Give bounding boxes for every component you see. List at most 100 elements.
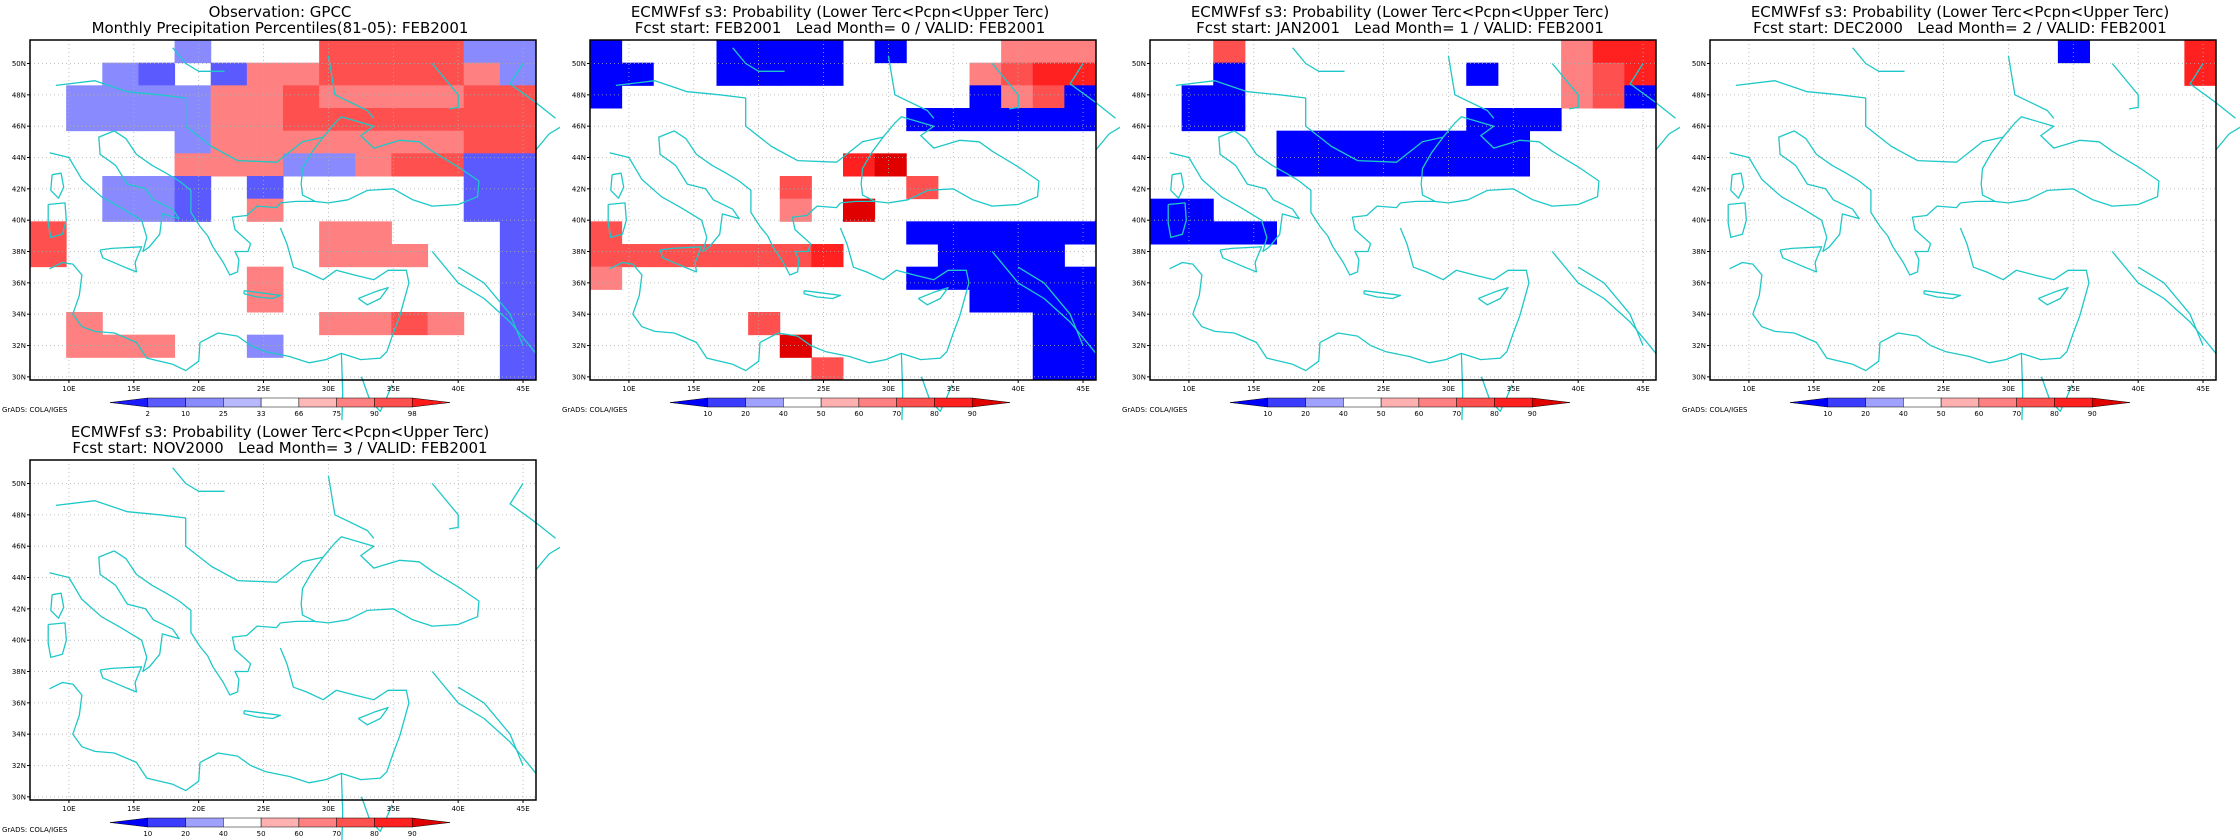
data-cell <box>138 334 176 358</box>
data-cell <box>621 62 654 86</box>
colorbar-label: 66 <box>294 410 303 418</box>
data-cell <box>1064 334 1097 358</box>
data-cell <box>246 266 284 290</box>
data-cell <box>874 153 907 177</box>
colorbar-swatch <box>934 397 973 408</box>
data-cell <box>1466 153 1499 177</box>
data-cell <box>843 198 876 222</box>
data-cell <box>1181 108 1214 132</box>
colorbar-label: 20 <box>1301 410 1310 418</box>
y-tick-label: 44N <box>572 154 586 162</box>
data-cell <box>590 40 623 64</box>
data-cell <box>30 221 67 245</box>
x-tick-label: 40E <box>451 805 464 813</box>
coastline <box>900 353 904 420</box>
coastline <box>431 483 459 530</box>
x-tick-label: 35E <box>947 385 960 393</box>
data-cell <box>355 40 392 64</box>
chart-subtitle: Fcst start: JAN2001 Lead Month= 1 / VALI… <box>1196 19 1604 37</box>
data-cell <box>1403 130 1436 154</box>
colorbar-label: 80 <box>1490 410 1499 418</box>
colorbar-swatch <box>896 397 935 408</box>
coastline <box>1095 126 1120 151</box>
chart-credit: GrADS: COLA/IGES <box>1682 406 1748 414</box>
colorbar-swatch <box>1494 397 1533 408</box>
data-cell <box>906 266 939 290</box>
y-tick-label: 44N <box>1692 154 1706 162</box>
data-cell <box>138 108 176 132</box>
chart-title: ECMWFsf s3: Probability (Lower Terc<Pcpn… <box>1750 3 2170 21</box>
y-tick-label: 34N <box>572 311 586 319</box>
colorbar-label: 70 <box>1452 410 1461 418</box>
data-cell <box>210 85 248 109</box>
y-tick-label: 38N <box>572 248 586 256</box>
data-cell <box>1150 198 1183 222</box>
data-cell <box>174 40 212 64</box>
data-cell <box>1181 221 1214 245</box>
x-tick-label: 10E <box>1182 385 1195 393</box>
colorbar-label: 50 <box>257 830 266 838</box>
colorbar-swatch <box>260 817 300 828</box>
coastline <box>340 353 344 420</box>
data-cell <box>499 108 537 132</box>
coastline <box>1629 63 1676 119</box>
data-cell <box>355 108 392 132</box>
colorbar-swatch <box>374 397 413 408</box>
data-cell <box>463 85 501 109</box>
data-cell <box>246 108 284 132</box>
data-cell <box>1213 62 1246 86</box>
y-tick-label: 50N <box>1692 60 1706 68</box>
data-cell <box>463 108 501 132</box>
x-tick-label: 35E <box>387 805 400 813</box>
y-tick-label: 42N <box>12 185 26 193</box>
y-tick-label: 32N <box>12 762 26 770</box>
data-cell <box>1032 62 1065 86</box>
colorbar-swatch <box>971 397 1011 408</box>
data-cell <box>1466 62 1499 86</box>
coastline <box>1793 130 1961 276</box>
data-cell <box>1624 62 1657 86</box>
colorbar-swatch <box>1827 397 1866 408</box>
coastline <box>887 55 935 119</box>
chart-plot: 10E 15E 20E 25E 30E 35E 40E 45E 30N 32N 34N 36N 38N 4… <box>1132 39 1680 420</box>
colorbar-label: 90 <box>2088 410 2097 418</box>
data-cell <box>590 244 623 268</box>
coastline <box>1730 172 1745 199</box>
colorbar-label: 10 <box>1263 410 1272 418</box>
colorbar-label: 2 <box>146 410 150 418</box>
coastline <box>840 116 1040 207</box>
coastline <box>243 710 282 720</box>
colorbar-label: 98 <box>408 410 417 418</box>
data-cell <box>1064 221 1097 245</box>
data-cell <box>66 108 103 132</box>
colorbar-label: 75 <box>332 410 341 418</box>
data-cell <box>319 40 356 64</box>
data-cell <box>246 176 284 200</box>
coastline <box>172 47 225 72</box>
x-tick-label: 35E <box>2067 385 2080 393</box>
data-cell <box>906 176 939 200</box>
colorbar: 10 20 40 50 60 70 80 90 <box>1789 397 2131 418</box>
coastline <box>1960 116 2160 207</box>
data-cell <box>937 108 970 132</box>
y-tick-label: 30N <box>12 373 26 381</box>
data-cell <box>969 266 1002 290</box>
data-cell <box>319 108 356 132</box>
map-area <box>589 39 1120 420</box>
data-cell <box>969 108 1002 132</box>
x-tick-label: 20E <box>192 385 205 393</box>
data-cell <box>391 244 429 268</box>
coastline <box>1170 172 1185 199</box>
x-tick-label: 45E <box>2196 385 2209 393</box>
data-cell <box>779 244 812 268</box>
data-cell <box>319 130 356 154</box>
y-tick-label: 46N <box>572 123 586 131</box>
data-cell <box>319 153 356 177</box>
coastline <box>1727 202 1747 239</box>
coastline <box>1233 130 1401 276</box>
x-tick-label: 30E <box>322 385 335 393</box>
chart-subtitle: Fcst start: DEC2000 Lead Month= 2 / VALI… <box>1753 19 2167 37</box>
data-cell <box>499 176 537 200</box>
y-tick-label: 38N <box>12 248 26 256</box>
data-cell <box>1001 289 1034 313</box>
